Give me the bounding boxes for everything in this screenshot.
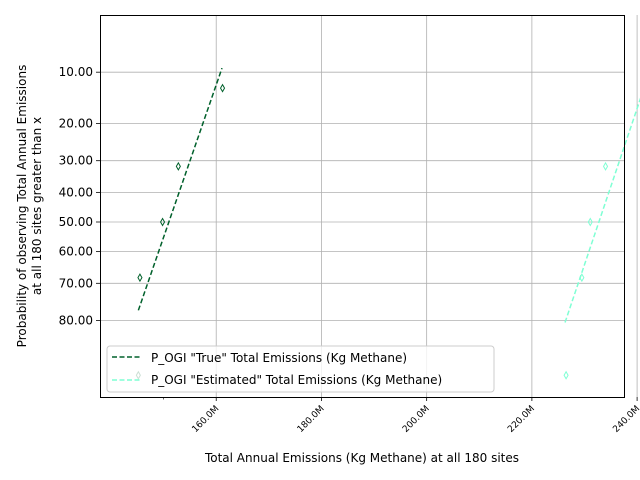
- legend-box: [106, 345, 495, 393]
- data-point: [587, 217, 593, 227]
- y-axis-title-line1: Probability of observing Total Annual Em…: [15, 65, 29, 348]
- legend: P_OGI "True" Total Emissions (Kg Methane…: [106, 345, 495, 393]
- y-tick-label: 20.00: [59, 117, 93, 131]
- y-tick-label: 80.00: [59, 313, 93, 327]
- x-axis-title: Total Annual Emissions (Kg Methane) at a…: [204, 451, 519, 465]
- data-point: [137, 273, 143, 283]
- data-point: [175, 161, 181, 171]
- data-point: [579, 273, 585, 283]
- y-tick-label: 40.00: [59, 185, 93, 199]
- data-point: [563, 370, 569, 380]
- y-tick-label: 50.00: [59, 215, 93, 229]
- y-tick-label: 70.00: [59, 276, 93, 290]
- y-tick-label: 30.00: [59, 154, 93, 168]
- data-point: [219, 83, 226, 93]
- y-axis: 10.00 20.00 30.00 40.00 50.00 60.00 70.00 80.00: [59, 65, 100, 327]
- legend-label-true: P_OGI "True" Total Emissions (Kg Methane…: [151, 351, 407, 365]
- y-tick-label: 10.00: [59, 65, 93, 79]
- grid: [100, 15, 638, 397]
- series-fit-line: [137, 67, 223, 311]
- y-tick-label: 60.00: [59, 245, 93, 259]
- plot-frame: [100, 15, 625, 398]
- y-axis-title-line2: at all 180 sites greater than x: [30, 117, 44, 295]
- data-point: [602, 161, 609, 171]
- data-point: [159, 217, 166, 227]
- legend-label-estimated: P_OGI "Estimated" Total Emissions (Kg Me…: [151, 373, 442, 387]
